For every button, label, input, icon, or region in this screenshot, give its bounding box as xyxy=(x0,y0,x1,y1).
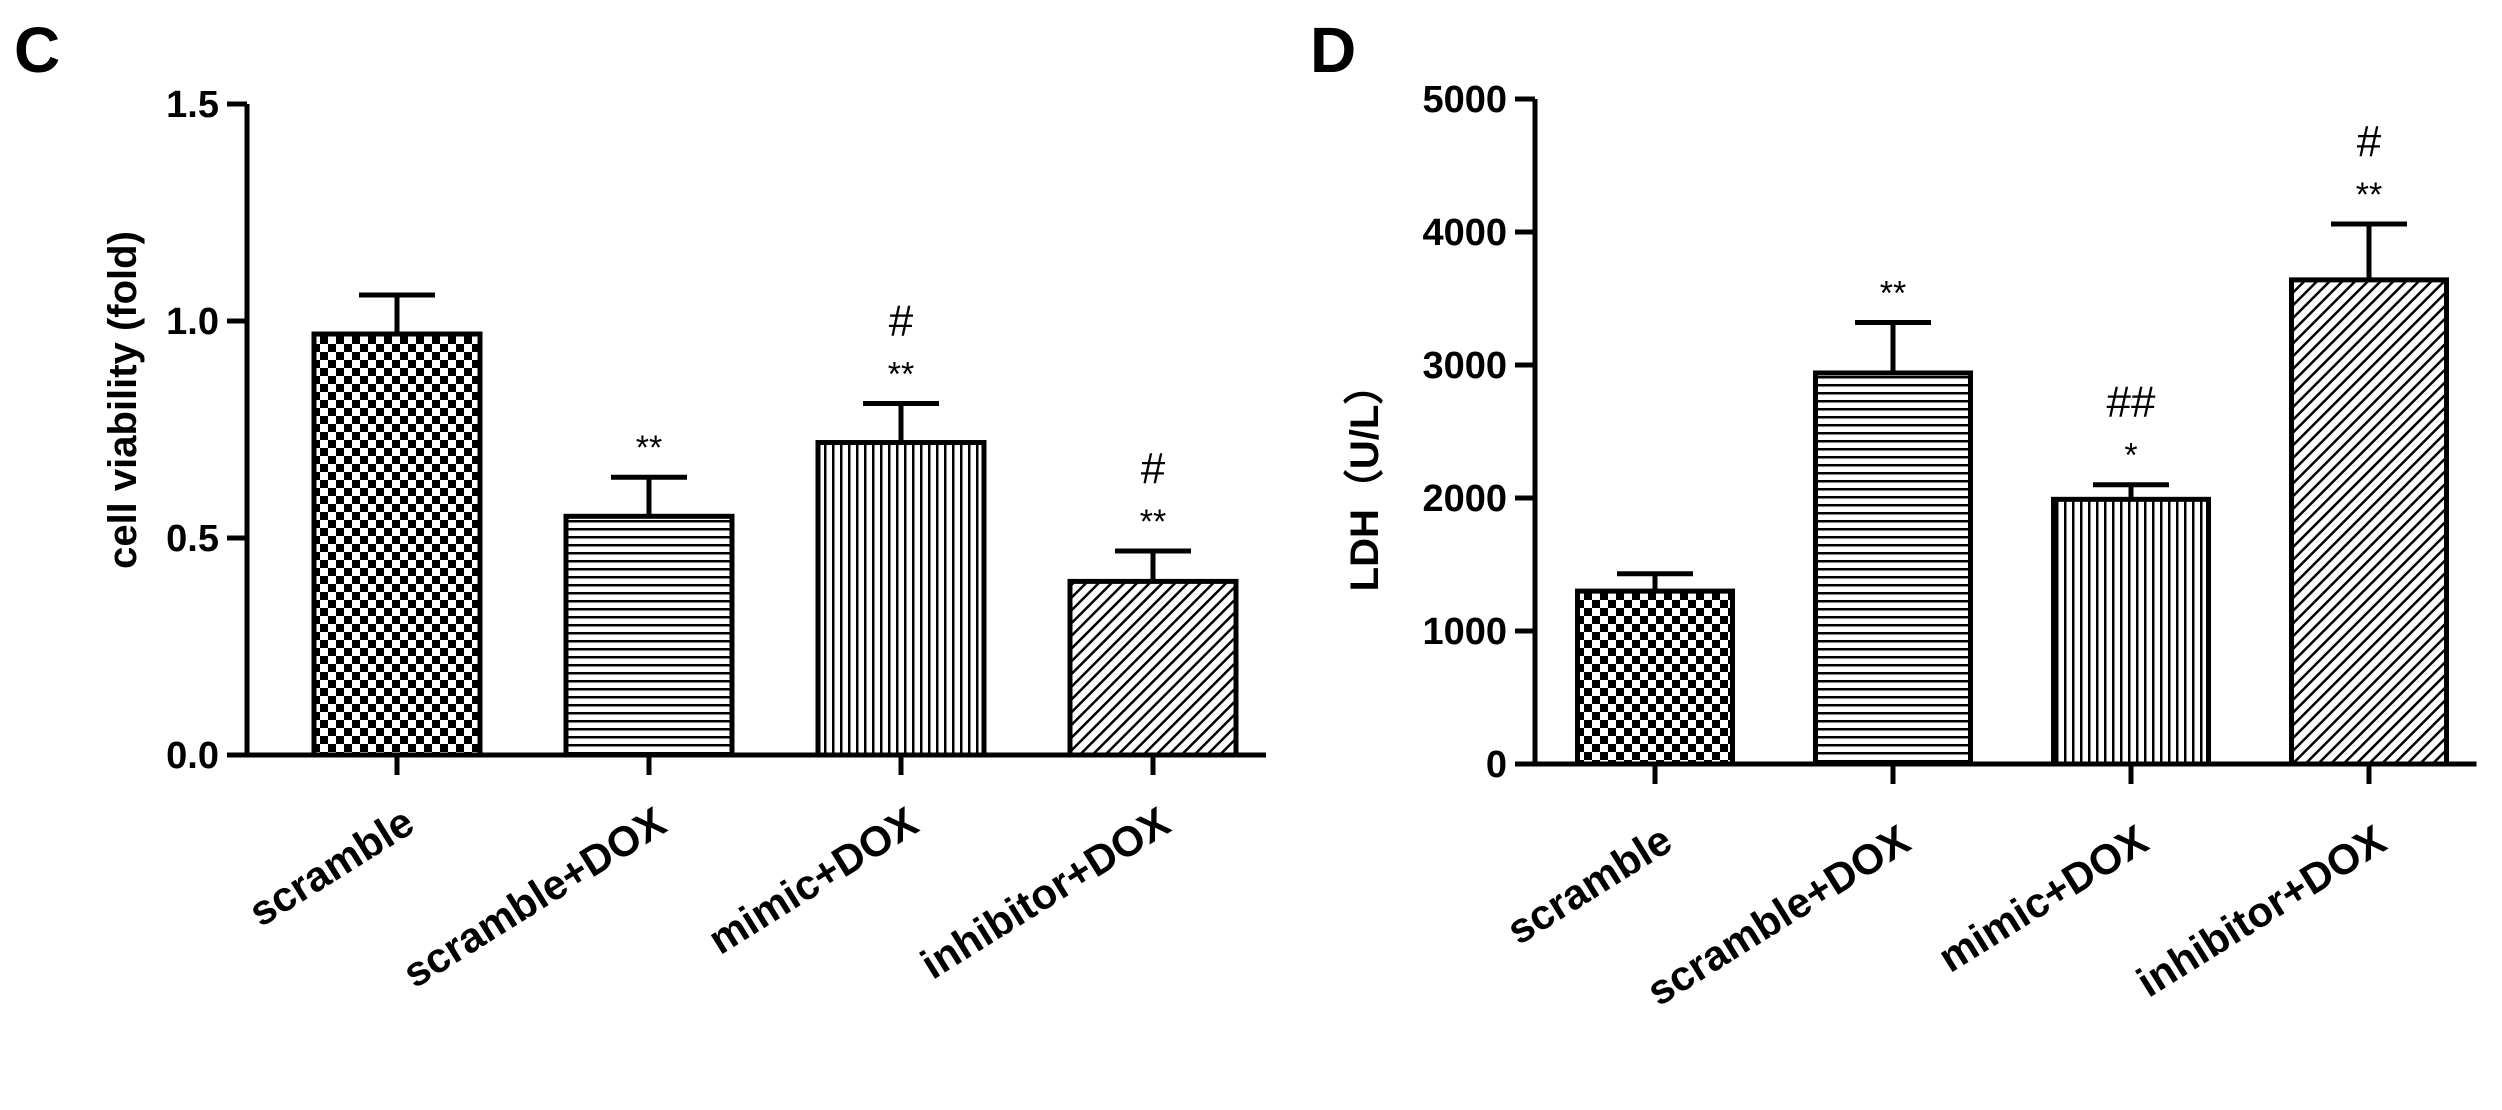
x-tick-label: scramble xyxy=(240,798,421,936)
bar xyxy=(815,440,987,758)
x-tick-label: inhibitor+DOX xyxy=(912,798,1177,988)
y-tick-label: 1.0 xyxy=(166,301,219,343)
plot-area: 0 1000 2000 3000 4000 5000 scramblescramble+DO… xyxy=(1422,79,2477,1015)
panel-c-letter: C xyxy=(14,14,60,86)
panel-d-chart: D LDH（U/L） 0 1000 2000 3000 4000 5000 scramble… xyxy=(1310,14,2477,1015)
x-tick-label: scramble+DOX xyxy=(1638,816,1917,1015)
bar xyxy=(2289,277,2449,767)
y-tick-label: 1.5 xyxy=(166,84,219,126)
panel-d-letter: D xyxy=(1310,14,1356,86)
significance-hash: # xyxy=(1141,444,1166,493)
y-tick-label: 0 xyxy=(1486,744,1507,786)
significance-stars: ** xyxy=(2356,176,2382,214)
y-tick-label: 5000 xyxy=(1422,79,1507,121)
y-axis-label: LDH（U/L） xyxy=(1343,365,1387,592)
x-tick-label: inhibitor+DOX xyxy=(2128,816,2393,1006)
x-tick-label: scramble+DOX xyxy=(394,798,673,997)
y-tick-label: 1000 xyxy=(1422,611,1507,653)
significance-stars: * xyxy=(2124,437,2137,475)
significance-stars: ** xyxy=(888,355,914,393)
bar xyxy=(1067,578,1239,758)
x-tick-label: mimic+DOX xyxy=(1930,816,2156,981)
x-tick-label: mimic+DOX xyxy=(700,798,926,963)
bar xyxy=(311,331,483,758)
significance-stars: ** xyxy=(1140,503,1166,541)
bar xyxy=(2051,496,2211,767)
x-tick-label: scramble xyxy=(1498,816,1679,954)
y-tick-label: 4000 xyxy=(1422,212,1507,254)
significance-hash: # xyxy=(2357,117,2382,166)
bar xyxy=(1813,370,1973,767)
significance-hash: ## xyxy=(2107,378,2156,427)
significance-hash: # xyxy=(889,296,914,345)
significance-stars: ** xyxy=(1880,274,1906,312)
bar xyxy=(1575,588,1735,767)
y-axis-label: cell viability (fold) xyxy=(101,231,145,569)
y-tick-label: 0.0 xyxy=(166,735,219,777)
bar xyxy=(563,513,735,758)
significance-stars: ** xyxy=(636,429,662,467)
y-tick-label: 2000 xyxy=(1422,478,1507,520)
panel-c-chart: C cell viability (fold) 0.0 0.5 1.0 1.5 scra… xyxy=(14,14,1266,997)
y-tick-label: 0.5 xyxy=(166,518,219,560)
y-tick-label: 3000 xyxy=(1422,345,1507,387)
